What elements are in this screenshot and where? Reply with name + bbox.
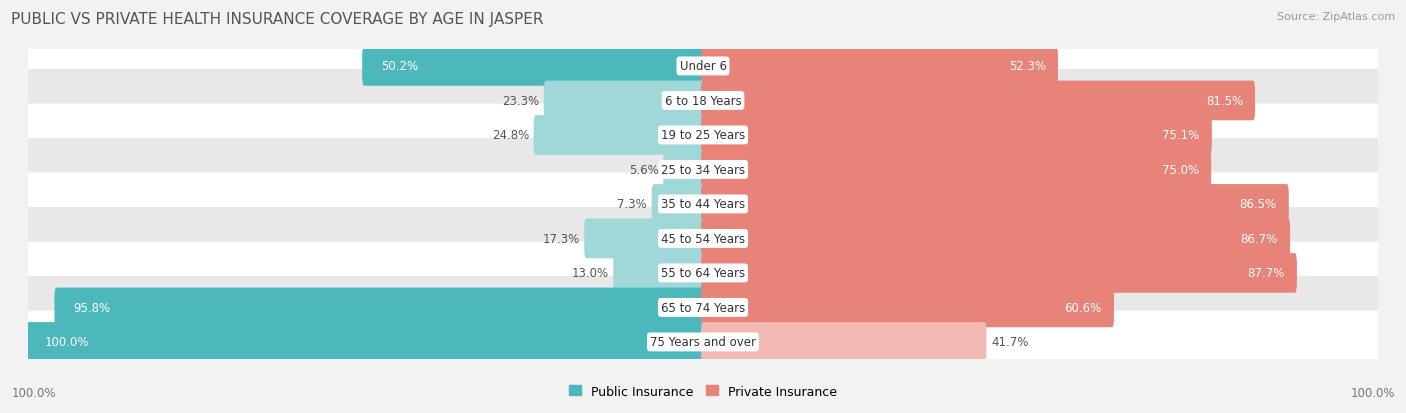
FancyBboxPatch shape (702, 116, 1212, 155)
Text: 45 to 54 Years: 45 to 54 Years (661, 233, 745, 245)
Text: 100.0%: 100.0% (45, 336, 90, 349)
Text: PUBLIC VS PRIVATE HEALTH INSURANCE COVERAGE BY AGE IN JASPER: PUBLIC VS PRIVATE HEALTH INSURANCE COVER… (11, 12, 544, 27)
FancyBboxPatch shape (25, 276, 1381, 339)
FancyBboxPatch shape (613, 254, 704, 293)
FancyBboxPatch shape (27, 322, 704, 362)
FancyBboxPatch shape (652, 185, 704, 224)
Text: 86.7%: 86.7% (1240, 233, 1278, 245)
FancyBboxPatch shape (702, 47, 1057, 87)
FancyBboxPatch shape (25, 311, 1381, 373)
Text: 13.0%: 13.0% (571, 267, 609, 280)
Text: 81.5%: 81.5% (1206, 95, 1243, 108)
Text: 86.5%: 86.5% (1240, 198, 1277, 211)
FancyBboxPatch shape (25, 173, 1381, 236)
Text: 19 to 25 Years: 19 to 25 Years (661, 129, 745, 142)
Text: 5.6%: 5.6% (628, 164, 658, 176)
FancyBboxPatch shape (25, 36, 1381, 98)
Text: 55 to 64 Years: 55 to 64 Years (661, 267, 745, 280)
Text: Under 6: Under 6 (679, 60, 727, 73)
FancyBboxPatch shape (585, 219, 704, 259)
Legend: Public Insurance, Private Insurance: Public Insurance, Private Insurance (564, 380, 842, 403)
FancyBboxPatch shape (702, 322, 987, 362)
Text: Source: ZipAtlas.com: Source: ZipAtlas.com (1277, 12, 1395, 22)
Text: 6 to 18 Years: 6 to 18 Years (665, 95, 741, 108)
Text: 25 to 34 Years: 25 to 34 Years (661, 164, 745, 176)
Text: 95.8%: 95.8% (73, 301, 111, 314)
FancyBboxPatch shape (25, 104, 1381, 167)
Text: 52.3%: 52.3% (1008, 60, 1046, 73)
Text: 50.2%: 50.2% (381, 60, 418, 73)
FancyBboxPatch shape (25, 208, 1381, 270)
Text: 23.3%: 23.3% (502, 95, 538, 108)
FancyBboxPatch shape (534, 116, 704, 155)
FancyBboxPatch shape (544, 81, 704, 121)
FancyBboxPatch shape (702, 219, 1291, 259)
Text: 17.3%: 17.3% (543, 233, 579, 245)
FancyBboxPatch shape (702, 150, 1211, 190)
Text: 75.0%: 75.0% (1161, 164, 1199, 176)
FancyBboxPatch shape (363, 47, 704, 87)
FancyBboxPatch shape (664, 150, 704, 190)
FancyBboxPatch shape (702, 81, 1256, 121)
Text: 87.7%: 87.7% (1247, 267, 1285, 280)
Text: 100.0%: 100.0% (1350, 386, 1395, 399)
FancyBboxPatch shape (702, 254, 1296, 293)
FancyBboxPatch shape (702, 288, 1114, 328)
FancyBboxPatch shape (25, 139, 1381, 202)
FancyBboxPatch shape (702, 185, 1289, 224)
Text: 41.7%: 41.7% (991, 336, 1029, 349)
Text: 35 to 44 Years: 35 to 44 Years (661, 198, 745, 211)
Text: 100.0%: 100.0% (11, 386, 56, 399)
Text: 75 Years and over: 75 Years and over (650, 336, 756, 349)
Text: 75.1%: 75.1% (1163, 129, 1199, 142)
FancyBboxPatch shape (25, 70, 1381, 133)
FancyBboxPatch shape (55, 288, 704, 328)
Text: 60.6%: 60.6% (1064, 301, 1102, 314)
FancyBboxPatch shape (25, 242, 1381, 305)
Text: 24.8%: 24.8% (492, 129, 529, 142)
Text: 65 to 74 Years: 65 to 74 Years (661, 301, 745, 314)
Text: 7.3%: 7.3% (617, 198, 647, 211)
